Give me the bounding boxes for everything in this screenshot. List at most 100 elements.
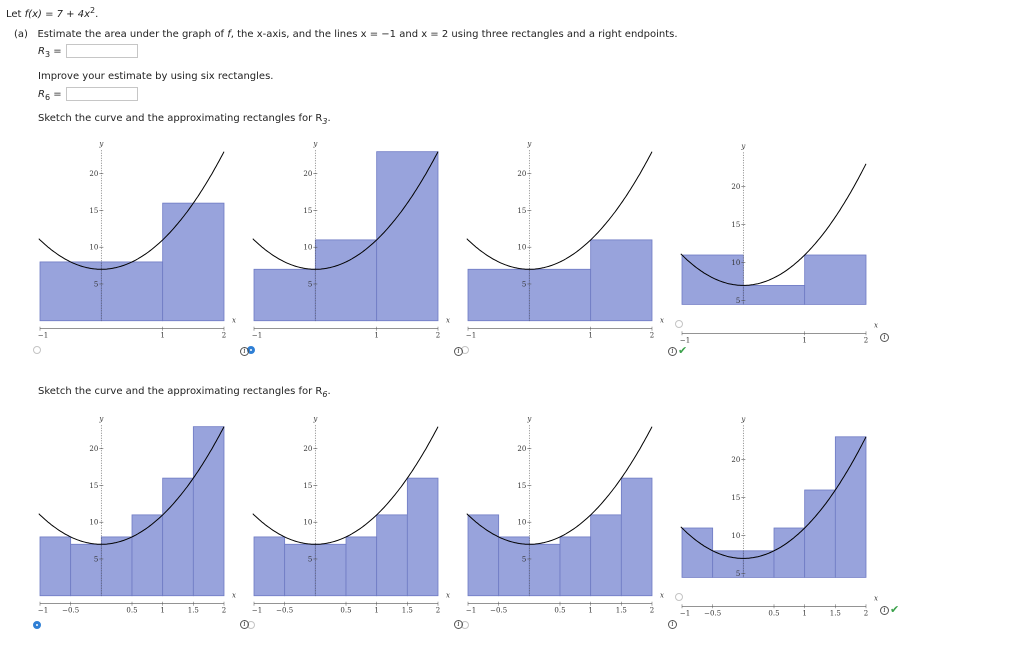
function-expression: f(x) = 7 + 4x	[24, 9, 91, 20]
x-axis-label: x	[446, 592, 450, 600]
graph-option-7: y 5 10 15 20 x −1 −0.5 0.5 1 1.5 2	[458, 415, 672, 645]
intro-text: Let	[6, 9, 22, 20]
x-tick-label: −1	[38, 607, 48, 615]
approximating-rectangle	[162, 477, 194, 597]
info-icon[interactable]: i	[668, 347, 677, 356]
approximating-rectangle	[253, 268, 316, 322]
r6-letter: R	[38, 89, 45, 100]
info-icon[interactable]: i	[454, 347, 463, 356]
x-tick-label: −1	[466, 607, 476, 615]
approximating-rectangle	[162, 202, 225, 322]
function-curve	[466, 426, 653, 545]
x-axis-label: x	[232, 592, 236, 600]
x-tick-label: −1	[252, 607, 262, 615]
y-tick-label: 5	[308, 555, 312, 563]
approximating-rectangle	[498, 536, 530, 597]
r6-subscript: 6	[44, 93, 51, 102]
y-tick-label: 15	[731, 494, 740, 502]
sketch-r3-subscript: 3	[322, 117, 328, 126]
graph-svg: y 5 10 15 20 x −1 −0.5 0.5 1 1.5 2	[252, 415, 450, 615]
function-curve	[680, 163, 867, 286]
approximating-rectangle	[314, 239, 378, 322]
function-curve	[466, 151, 653, 270]
y-tick-label: 10	[517, 519, 526, 527]
approximating-rectangle	[406, 477, 439, 597]
x-tick-label: 2	[436, 607, 440, 615]
x-tick-label: −0.5	[704, 609, 721, 617]
y-axis-label: y	[98, 140, 104, 148]
approximating-rectangle	[742, 550, 775, 578]
x-tick-label: 1	[802, 336, 806, 344]
y-axis-label: y	[740, 142, 746, 150]
approximating-rectangle	[742, 284, 806, 305]
approximating-rectangle	[70, 543, 102, 597]
info-icon[interactable]: i	[668, 620, 677, 629]
y-tick-label: 20	[89, 445, 98, 453]
y-tick-label: 20	[303, 170, 312, 178]
x-tick-label: 2	[222, 332, 226, 340]
x-tick-label: 1.5	[830, 609, 841, 617]
sketch-r6-end: .	[327, 386, 331, 397]
graph-option-radio-5[interactable]	[33, 621, 41, 629]
sketch-r3-text: Sketch the curve and the approximating r…	[38, 113, 323, 124]
y-axis-label: y	[312, 415, 318, 423]
x-tick-label: 2	[650, 607, 654, 615]
graph-option-4: y 5 10 15 20 x −1 1 2	[672, 128, 886, 358]
y-tick-label: 10	[303, 519, 312, 527]
y-tick-label: 10	[517, 244, 526, 252]
approximating-rectangle	[100, 536, 133, 597]
graph-option-2: y 5 10 15 20 x −1 1 2	[244, 140, 458, 370]
x-tick-label: 1.5	[616, 607, 627, 615]
y-axis-label: y	[526, 140, 532, 148]
x-tick-label: 1	[160, 332, 164, 340]
info-icon[interactable]: i	[880, 333, 889, 342]
y-tick-label: 5	[736, 297, 740, 305]
x-tick-label: 2	[864, 336, 868, 344]
y-axis-label: y	[526, 415, 532, 423]
x-tick-label: 0.5	[340, 607, 351, 615]
function-curve	[252, 426, 439, 545]
y-tick-label: 20	[517, 170, 526, 178]
y-tick-label: 5	[522, 555, 526, 563]
info-icon[interactable]: i	[454, 620, 463, 629]
approximating-rectangle	[314, 543, 347, 597]
function-curve	[252, 151, 439, 270]
graph-svg: y 5 10 15 20 x −1 −0.5 0.5 1 1.5 2	[38, 415, 236, 615]
x-tick-label: −1	[38, 332, 48, 340]
approximating-rectangle	[804, 489, 836, 578]
y-tick-label: 5	[308, 280, 312, 288]
approximating-rectangle	[376, 514, 408, 597]
info-icon[interactable]: i	[240, 620, 249, 629]
graph-option-radio-8[interactable]	[675, 593, 683, 601]
x-tick-label: 1	[374, 607, 378, 615]
y-tick-label: 15	[517, 482, 526, 490]
approximating-rectangle	[834, 436, 867, 578]
info-icon[interactable]: i	[880, 606, 889, 615]
x-axis-label: x	[660, 592, 664, 600]
part-a-f: f	[227, 29, 231, 40]
r6-equals: =	[50, 89, 62, 100]
approximating-rectangle	[559, 536, 592, 597]
y-tick-label: 10	[89, 519, 98, 527]
r3-answer-input[interactable]	[66, 44, 138, 58]
x-tick-label: 2	[650, 332, 654, 340]
approximating-rectangle	[590, 239, 653, 322]
x-axis-label: x	[874, 321, 878, 329]
approximating-rectangle	[590, 514, 622, 597]
y-axis-label: y	[312, 140, 318, 148]
graph-option-5: y 5 10 15 20 x −1 −0.5 0.5 1 1.5 2	[30, 415, 244, 645]
info-icon[interactable]: i	[240, 347, 249, 356]
part-a-text: Estimate the area under the graph of	[37, 29, 225, 40]
graph-option-radio-1[interactable]	[33, 346, 41, 354]
graph-svg: y 5 10 15 20 x −1 1 2	[252, 140, 450, 340]
graph-svg: y 5 10 15 20 x −1 1 2	[38, 140, 236, 340]
x-tick-label: 0.5	[768, 609, 779, 617]
y-tick-label: 20	[303, 445, 312, 453]
r3-label: R3 =	[38, 46, 62, 59]
approximating-rectangle	[773, 527, 806, 578]
x-tick-label: −1	[680, 336, 690, 344]
graph-option-1: y 5 10 15 20 x −1 1 2	[30, 140, 244, 370]
r6-answer-input[interactable]	[66, 87, 138, 101]
graph-option-radio-4[interactable]	[675, 320, 683, 328]
x-axis-label: x	[874, 594, 878, 602]
